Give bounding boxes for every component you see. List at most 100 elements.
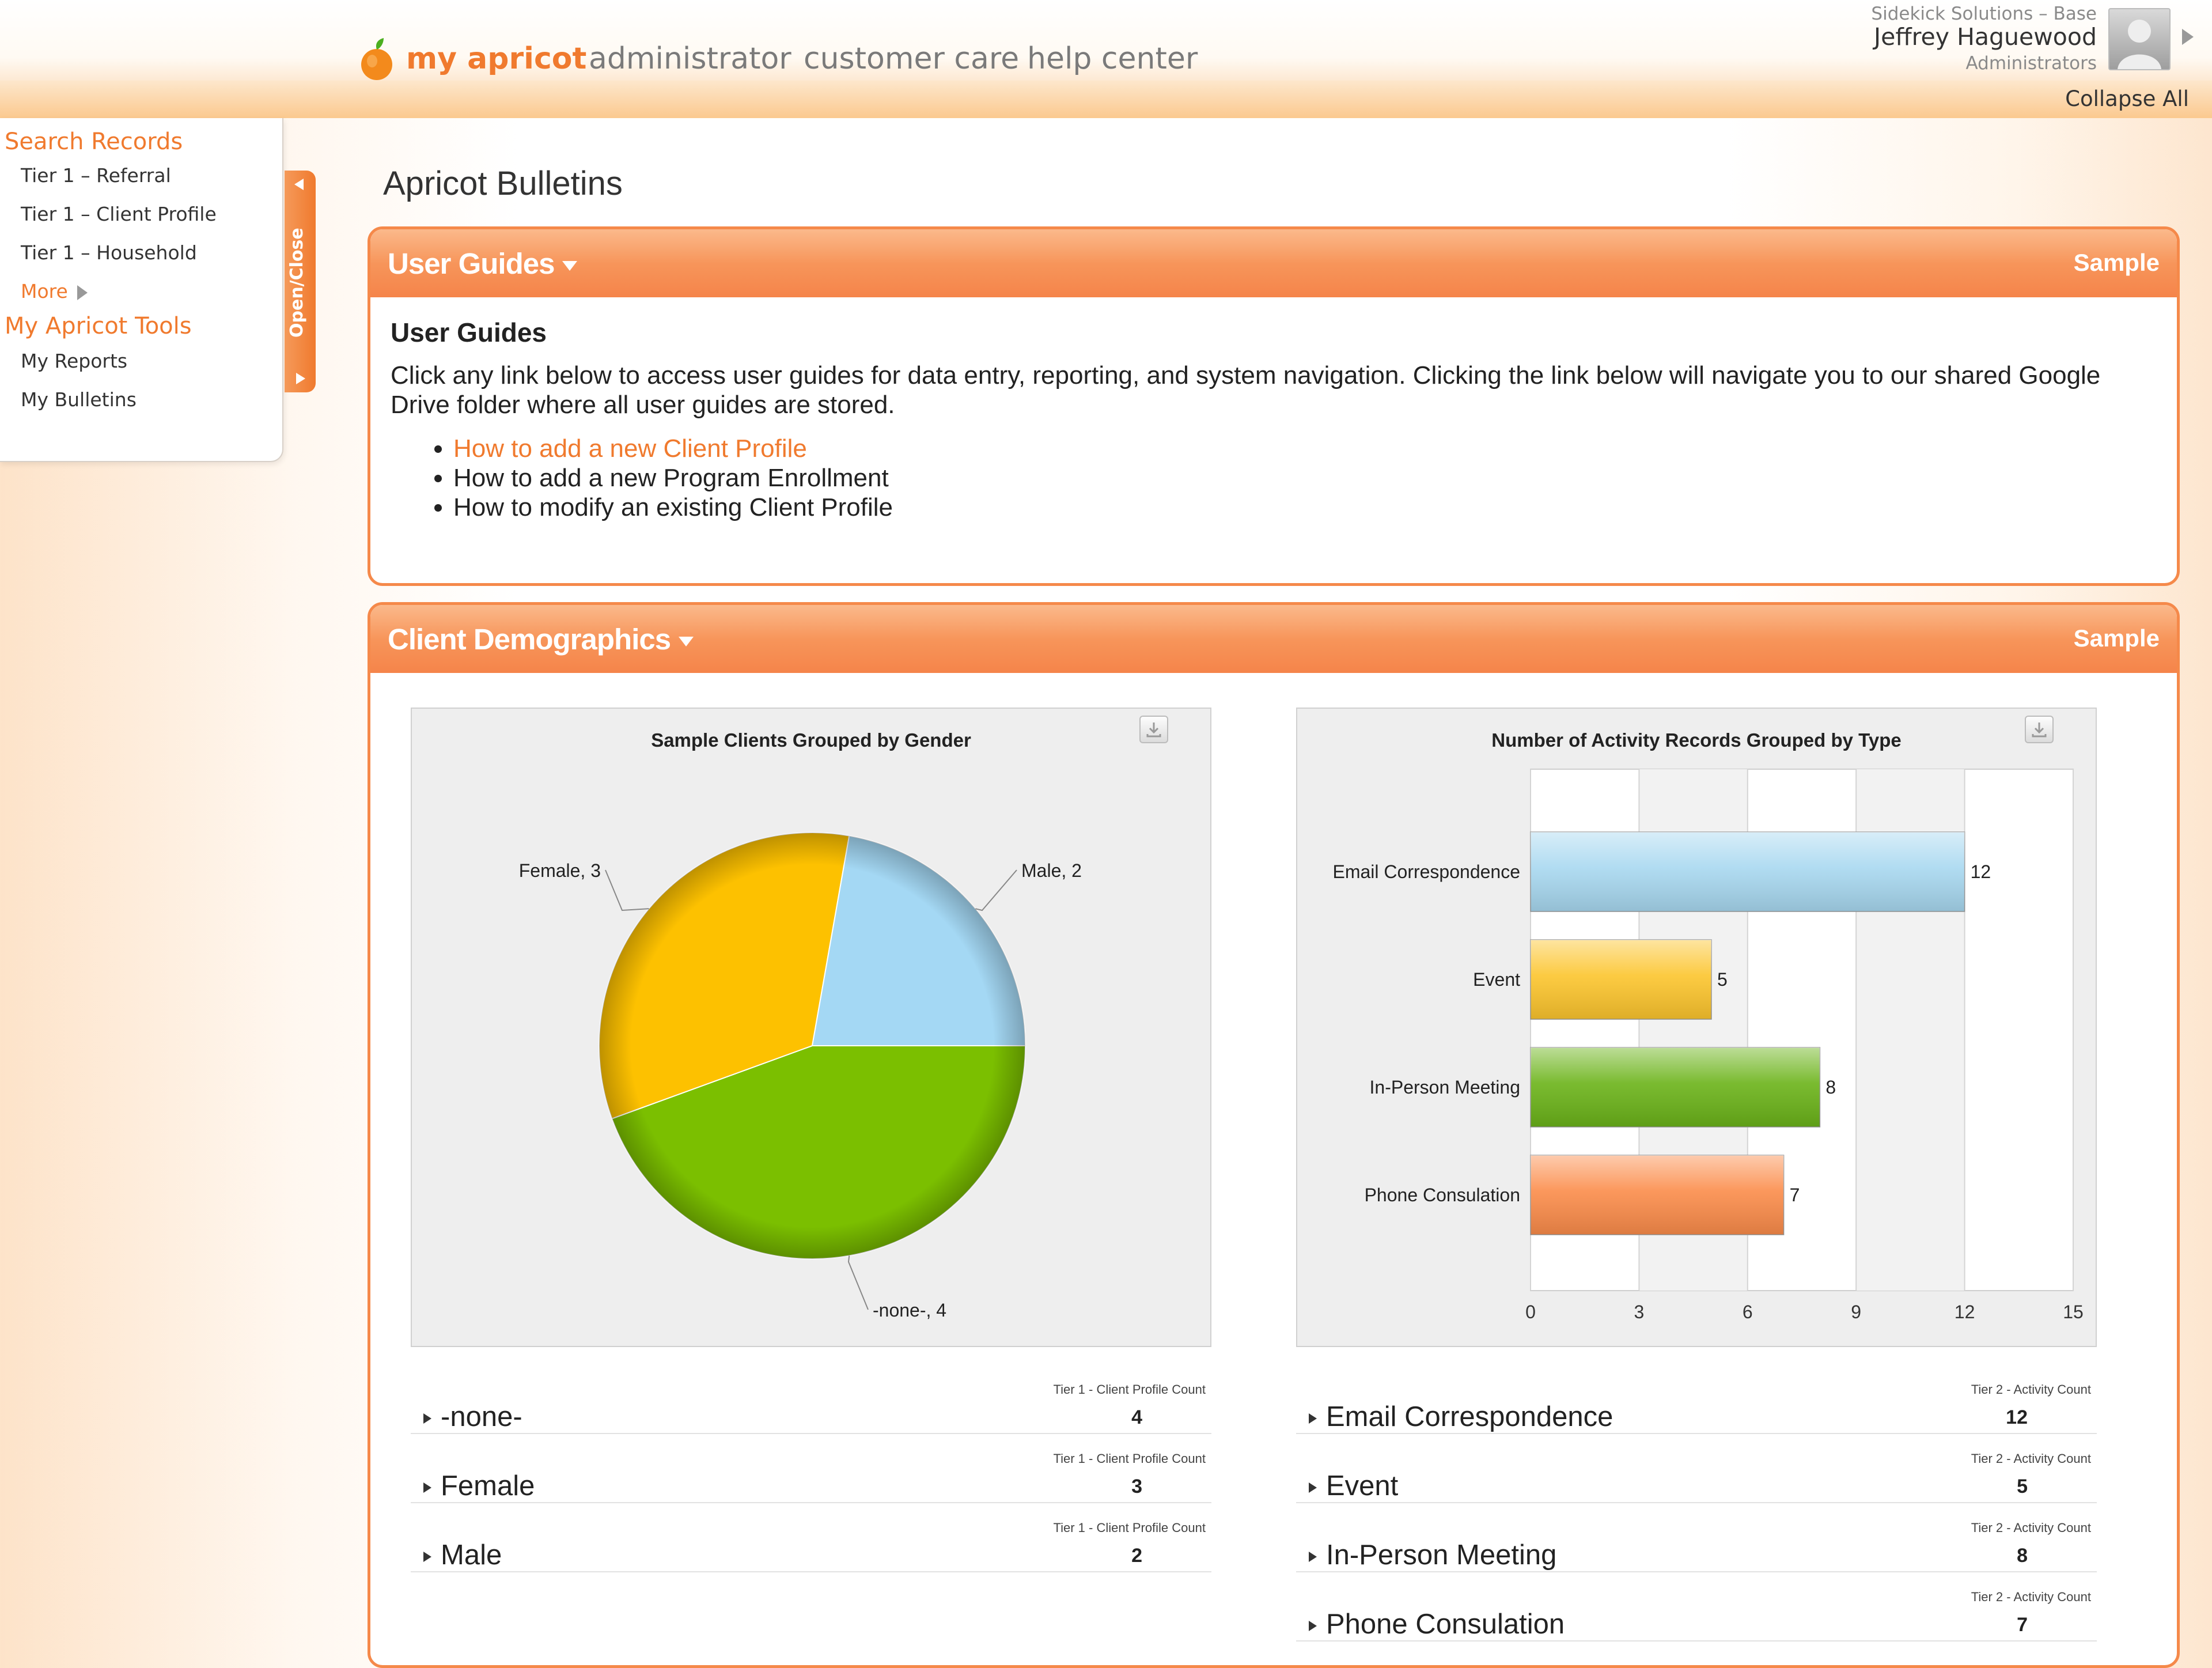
legend-count: 4	[1131, 1406, 1142, 1428]
legend-metric-label: Tier 1 - Client Profile Count	[1053, 1451, 1206, 1466]
user-guides-list: How to add a new Client Profile How to a…	[422, 434, 893, 522]
sidebar-item-tier1-household[interactable]: Tier 1 – Household	[21, 241, 197, 264]
nav-my-apricot[interactable]: my apricot	[406, 41, 587, 76]
search-records-heading[interactable]: Search Records	[5, 128, 183, 155]
pie-label-connector	[605, 869, 649, 911]
pie-legend-row[interactable]: -none- Tier 1 - Client Profile Count 4	[411, 1379, 1211, 1434]
expand-arrow-icon[interactable]	[1309, 1413, 1317, 1424]
legend-metric-label: Tier 1 - Client Profile Count	[1053, 1382, 1206, 1397]
apricot-logo-icon	[361, 38, 392, 80]
x-tick-label: 12	[1955, 1302, 1975, 1322]
pie-label-connector	[975, 869, 1017, 911]
legend-label: Male	[441, 1540, 502, 1571]
client-demographics-panel-title-text: Client Demographics	[388, 623, 671, 656]
collapse-all-link[interactable]: Collapse All	[2065, 86, 2189, 111]
nav-customer-care[interactable]: customer care	[804, 41, 1020, 76]
pie-data-label: -none-, 4	[873, 1300, 946, 1321]
list-item[interactable]: How to modify an existing Client Profile	[453, 493, 893, 522]
legend-count: 7	[2017, 1614, 2028, 1636]
bar-legend-row[interactable]: Event Tier 2 - Activity Count 5	[1296, 1448, 2097, 1503]
sidebar-item-tier1-client-profile[interactable]: Tier 1 – Client Profile	[21, 203, 217, 225]
bar-shine	[1531, 1047, 1820, 1127]
bar-download-button[interactable]	[2025, 716, 2054, 743]
pie-data-label: Female, 3	[519, 860, 601, 881]
nav-help-center[interactable]: help center	[1027, 41, 1198, 76]
user-guides-heading: User Guides	[391, 317, 547, 347]
pie-chart-canvas: -none-, 4 Female, 3 Male, 2	[519, 832, 1082, 1321]
x-tick-label: 3	[1634, 1302, 1645, 1322]
legend-metric-label: Tier 2 - Activity Count	[1971, 1382, 2091, 1397]
expand-arrow-icon[interactable]	[423, 1482, 431, 1493]
list-item[interactable]: How to add a new Client Profile	[453, 434, 893, 463]
chevron-right-icon	[77, 285, 88, 300]
user-name[interactable]: Jeffrey Haguewood	[1874, 23, 2097, 51]
client-demographics-panel-title[interactable]: Client Demographics	[388, 622, 694, 656]
bar-shine	[1531, 832, 1965, 911]
legend-metric-label: Tier 2 - Activity Count	[1971, 1521, 2091, 1535]
download-icon	[2032, 723, 2047, 737]
bar-value-label: 5	[1717, 969, 1728, 990]
user-guides-panel-header[interactable]: User Guides Sample	[370, 229, 2177, 297]
category-label: Phone Consulation	[1365, 1185, 1520, 1205]
client-demographics-panel-header[interactable]: Client Demographics Sample	[370, 605, 2177, 673]
guide-link-add-client-profile[interactable]: How to add a new Client Profile	[453, 434, 807, 463]
sidebar-more-link[interactable]: More	[21, 280, 88, 302]
legend-label: Female	[441, 1470, 535, 1501]
legend-metric-label: Tier 1 - Client Profile Count	[1053, 1521, 1206, 1535]
bar-value-label: 7	[1790, 1185, 1800, 1205]
sidebar-item-my-bulletins[interactable]: My Bulletins	[21, 388, 137, 411]
activity-bar-chart: Number of Activity Records Grouped by Ty…	[1296, 708, 2097, 1347]
legend-count: 3	[1131, 1476, 1142, 1497]
user-menu-arrow-icon[interactable]	[2182, 29, 2194, 45]
legend-label: Email Correspondence	[1326, 1401, 1613, 1432]
sample-badge: Sample	[2073, 249, 2160, 276]
my-apricot-tools-heading[interactable]: My Apricot Tools	[5, 313, 192, 339]
user-guides-panel: User Guides Sample User Guides Click any…	[368, 226, 2180, 586]
collapse-left-icon	[294, 179, 304, 190]
bar-legend-row[interactable]: In-Person Meeting Tier 2 - Activity Coun…	[1296, 1517, 2097, 1572]
gender-pie-chart: Sample Clients Grouped by Gender -none-,…	[411, 708, 1211, 1347]
pie-chart-title: Sample Clients Grouped by Gender	[651, 729, 971, 751]
x-tick-label: 9	[1851, 1302, 1861, 1322]
expand-right-icon	[296, 373, 305, 384]
user-guides-description: Click any link below to access user guid…	[391, 361, 2101, 419]
sidebar-item-my-reports[interactable]: My Reports	[21, 350, 128, 372]
header-strip	[0, 81, 2212, 118]
bar-chart-canvas: 0 3 6 9 12 15 Email Correspondence 12 Event 5 In-P…	[1333, 769, 2084, 1322]
guide-link-add-program-enrollment[interactable]: How to add a new Program Enrollment	[453, 464, 889, 492]
sidebar-item-tier1-referral[interactable]: Tier 1 – Referral	[21, 164, 171, 187]
download-icon	[1146, 723, 1161, 737]
caret-down-icon	[562, 261, 578, 271]
bar-value-label: 8	[1825, 1077, 1836, 1098]
x-tick-label: 0	[1525, 1302, 1536, 1322]
bar-legend-row[interactable]: Email Correspondence Tier 2 - Activity C…	[1296, 1379, 2097, 1434]
guide-link-modify-client-profile[interactable]: How to modify an existing Client Profile	[453, 493, 893, 521]
pie-download-button[interactable]	[1139, 716, 1168, 743]
expand-arrow-icon[interactable]	[1309, 1621, 1317, 1631]
open-close-label: Open/Close	[287, 228, 307, 338]
category-label: Email Correspondence	[1333, 861, 1521, 882]
legend-count: 5	[2017, 1476, 2028, 1497]
legend-label: -none-	[441, 1401, 522, 1432]
expand-arrow-icon[interactable]	[1309, 1482, 1317, 1493]
legend-count: 12	[2006, 1406, 2028, 1428]
nav-administrator[interactable]: administrator	[589, 41, 791, 76]
bar-value-label: 12	[1971, 861, 1991, 882]
avatar[interactable]	[2108, 8, 2171, 70]
pie-legend-row[interactable]: Male Tier 1 - Client Profile Count 2	[411, 1517, 1211, 1572]
user-guides-panel-title-text: User Guides	[388, 247, 555, 280]
organization-name: Sidekick Solutions – Base	[1871, 3, 2097, 24]
expand-arrow-icon[interactable]	[423, 1413, 431, 1424]
caret-down-icon	[679, 637, 694, 647]
legend-label: Phone Consulation	[1326, 1609, 1565, 1640]
user-guides-panel-title[interactable]: User Guides	[388, 247, 578, 281]
list-item[interactable]: How to add a new Program Enrollment	[453, 463, 893, 493]
expand-arrow-icon[interactable]	[1309, 1552, 1317, 1562]
expand-arrow-icon[interactable]	[423, 1552, 431, 1562]
sidebar-open-close-toggle[interactable]: Open/Close	[285, 171, 316, 392]
bar-legend-row[interactable]: Phone Consulation Tier 2 - Activity Coun…	[1296, 1586, 2097, 1641]
x-tick-label: 15	[2063, 1302, 2084, 1322]
pie-legend-row[interactable]: Female Tier 1 - Client Profile Count 3	[411, 1448, 1211, 1503]
bar-chart-title: Number of Activity Records Grouped by Ty…	[1491, 729, 1902, 751]
bar-shine	[1531, 940, 1711, 1019]
